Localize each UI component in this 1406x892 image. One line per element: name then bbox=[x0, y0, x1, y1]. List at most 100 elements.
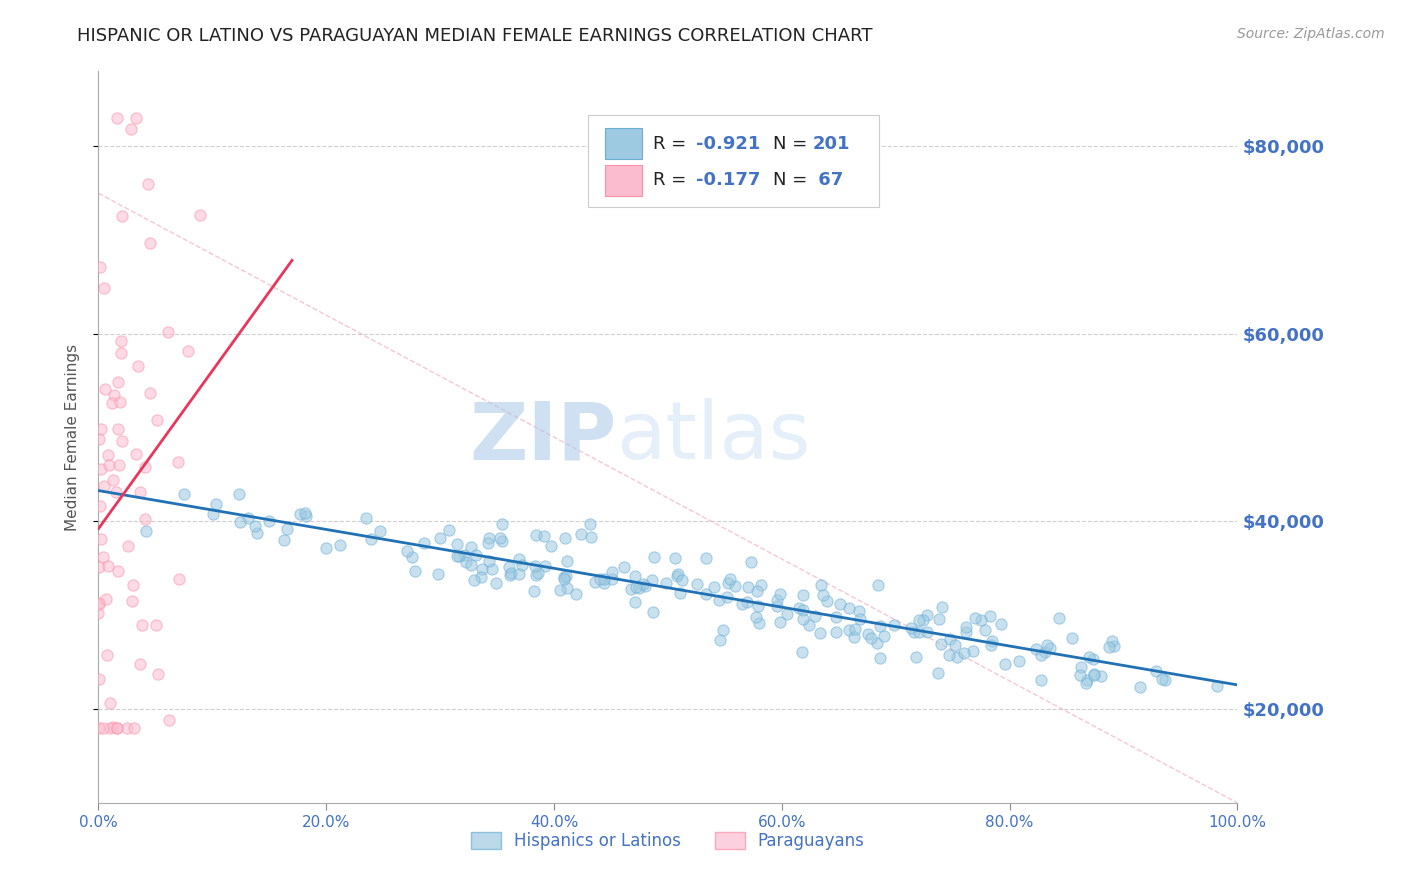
Bar bbox=[605, 128, 641, 159]
Point bbox=[602, 565, 624, 579]
Point bbox=[526, 566, 548, 581]
Point bbox=[554, 569, 576, 583]
Point bbox=[125, 447, 148, 461]
Point bbox=[111, 434, 134, 449]
Point bbox=[769, 587, 792, 601]
Point bbox=[157, 713, 180, 727]
Point bbox=[1029, 673, 1052, 687]
Point bbox=[1047, 610, 1070, 624]
Point bbox=[139, 235, 162, 250]
Point bbox=[1008, 654, 1031, 668]
Point bbox=[873, 629, 896, 643]
Point bbox=[107, 375, 129, 389]
Point bbox=[776, 607, 799, 621]
Point bbox=[491, 517, 513, 532]
Point bbox=[499, 568, 522, 582]
Point bbox=[810, 578, 832, 592]
Point bbox=[979, 609, 1001, 624]
Point bbox=[288, 507, 311, 521]
Point bbox=[295, 508, 318, 523]
Point bbox=[136, 177, 159, 191]
Point bbox=[623, 568, 645, 582]
Point bbox=[915, 625, 938, 640]
Point bbox=[903, 624, 925, 639]
Point bbox=[1102, 639, 1125, 653]
Point bbox=[93, 280, 115, 294]
Point bbox=[96, 648, 118, 663]
Point bbox=[593, 576, 616, 591]
Text: Source: ZipAtlas.com: Source: ZipAtlas.com bbox=[1237, 27, 1385, 41]
Point bbox=[1144, 664, 1167, 678]
Point bbox=[103, 387, 125, 401]
Text: -0.177: -0.177 bbox=[696, 171, 761, 189]
Point bbox=[429, 531, 451, 545]
Point bbox=[1035, 639, 1057, 653]
Point bbox=[883, 618, 905, 632]
Point bbox=[747, 599, 769, 613]
Point bbox=[1206, 679, 1229, 693]
Point bbox=[540, 539, 562, 553]
Point bbox=[980, 634, 1002, 648]
Point bbox=[797, 617, 820, 632]
Point bbox=[129, 657, 152, 672]
Point bbox=[107, 422, 129, 436]
Point bbox=[111, 210, 134, 224]
Point bbox=[1039, 640, 1062, 655]
Point bbox=[87, 597, 110, 611]
Point bbox=[589, 572, 612, 586]
Point bbox=[1076, 675, 1098, 690]
Point bbox=[110, 346, 132, 360]
Point bbox=[583, 575, 606, 590]
Point bbox=[395, 544, 418, 558]
Point bbox=[510, 558, 533, 572]
Point bbox=[911, 613, 934, 627]
Point bbox=[905, 649, 928, 664]
Text: N =: N = bbox=[773, 135, 813, 153]
Point bbox=[87, 606, 110, 620]
Point bbox=[426, 567, 449, 582]
Point bbox=[446, 537, 468, 551]
Point bbox=[523, 583, 546, 598]
Point bbox=[939, 632, 962, 647]
Point bbox=[90, 462, 112, 476]
Point bbox=[360, 532, 382, 546]
Point bbox=[485, 576, 508, 591]
Point bbox=[824, 610, 846, 624]
Point bbox=[973, 624, 995, 638]
Point bbox=[481, 562, 503, 576]
Point bbox=[980, 638, 1002, 652]
Point bbox=[489, 531, 512, 545]
Point bbox=[915, 607, 938, 622]
Point bbox=[815, 594, 838, 608]
Point bbox=[110, 334, 132, 348]
Point bbox=[412, 535, 434, 549]
Point bbox=[766, 593, 789, 607]
Point bbox=[655, 576, 678, 591]
Point bbox=[600, 572, 623, 586]
Point bbox=[593, 572, 616, 586]
Point bbox=[1129, 680, 1152, 694]
Point bbox=[98, 458, 121, 472]
Point bbox=[717, 576, 740, 591]
Point bbox=[749, 577, 772, 591]
Point bbox=[131, 618, 153, 632]
Point bbox=[931, 600, 953, 615]
Point bbox=[664, 550, 686, 565]
Point bbox=[808, 626, 831, 640]
Point bbox=[844, 622, 866, 636]
Point bbox=[188, 208, 211, 222]
Point bbox=[465, 548, 488, 562]
Point bbox=[792, 588, 814, 602]
Point bbox=[105, 721, 128, 735]
Point bbox=[953, 646, 976, 660]
Point bbox=[87, 673, 110, 687]
Point bbox=[228, 487, 250, 501]
Point bbox=[101, 473, 124, 487]
Point bbox=[93, 479, 115, 493]
Point bbox=[101, 396, 124, 410]
Point bbox=[87, 596, 110, 610]
Point bbox=[1029, 648, 1052, 662]
Text: HISPANIC OR LATINO VS PARAGUAYAN MEDIAN FEMALE EARNINGS CORRELATION CHART: HISPANIC OR LATINO VS PARAGUAYAN MEDIAN … bbox=[77, 27, 873, 45]
Point bbox=[104, 485, 127, 500]
Point bbox=[792, 602, 814, 616]
